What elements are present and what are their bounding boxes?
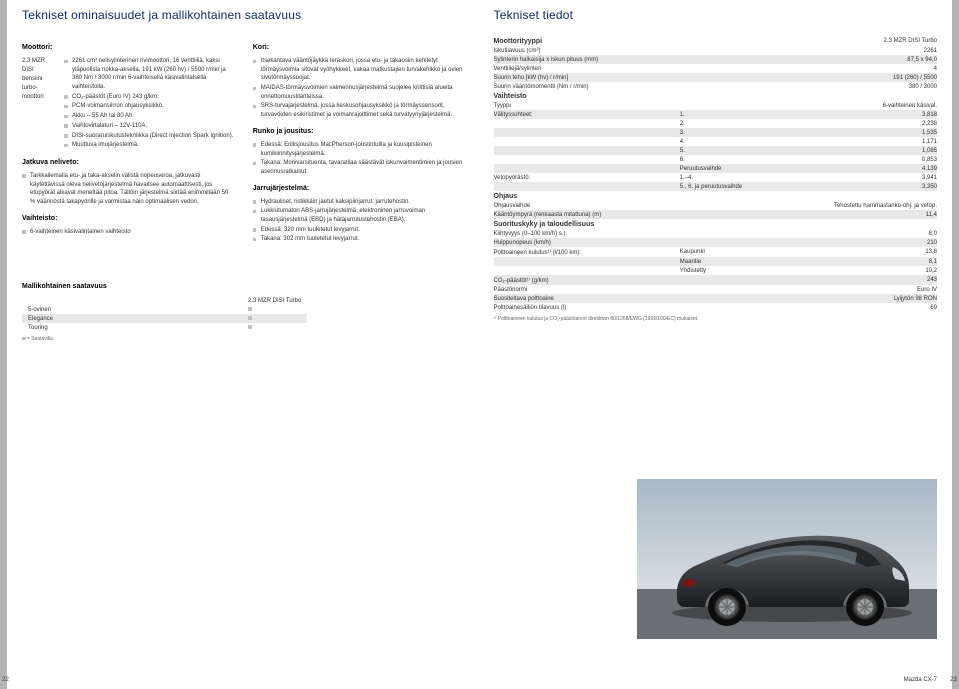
spec-row: CO₂-päästöt¹⁾ (g/km)243 <box>494 275 938 285</box>
engine-bullet-list: 2261 cm³ nelisylinterinen rivimoottori, … <box>64 57 235 151</box>
left-col-1: Moottori: 2.3 MZR DISI bensiini turbo- m… <box>22 36 235 245</box>
list-item: Takana: Monivarsituenta, tavaratilaa sää… <box>253 159 466 176</box>
chassis-bullet-list: Edessä: Erillisjousitus MacPherson-joust… <box>253 141 466 177</box>
list-item: PCM-voimansiirron ohjausyksikkö. <box>64 102 235 111</box>
spec-row: Kiihtyvyys (0–100 km/h) s.)8,0 <box>494 229 938 238</box>
spec-footnote: ¹⁾ Polttoaineen kulutus ja CO₂-päästöarv… <box>494 316 938 322</box>
list-item: Edessä: 320 mm tuuletetut levyjarrut. <box>253 226 466 235</box>
spec-row: 5.1,085 <box>494 146 938 155</box>
spec-row: Iskutilavuus (cm³)2261 <box>494 46 938 55</box>
list-item: Vaihtovirtalaturi – 12V-110A. <box>64 122 235 131</box>
body-bullet-list: Itsekantava vääntöjäykkä teräskori, joss… <box>253 57 466 120</box>
availability-marker <box>248 307 252 311</box>
availability-section: Mallikohtainen saatavuus 2.3 MZR DISI Tu… <box>22 283 466 342</box>
spec-row: Yhdistetty10,2 <box>494 266 938 275</box>
spec-row: PäästönormiEuro IV <box>494 285 938 294</box>
body-heading: Kori: <box>253 44 466 51</box>
list-item: Edessä: Erillisjousitus MacPherson-joust… <box>253 141 466 158</box>
engine-heading: Moottori: <box>22 44 235 51</box>
vehicle-image <box>637 479 937 639</box>
list-item: 2261 cm³ nelisylinterinen rivimoottori, … <box>64 57 235 92</box>
spec-row: Tyyppi6-vaihteinen käsival. <box>494 101 938 110</box>
spec-row: Suurin teho [kW (hv) / r/min]191 (260) /… <box>494 73 938 82</box>
engine-row: 2.3 MZR DISI bensiini turbo- moottori 22… <box>22 57 235 151</box>
chassis-heading: Runko ja jousitus: <box>253 128 466 135</box>
spec-row: OhjausvaihdeTehostettu hammastanko-ohj. … <box>494 201 938 210</box>
trans-heading: Vaihteisto: <box>22 215 235 222</box>
spec-row: Polttoainesäiliön tilavuus (l)69 <box>494 303 938 312</box>
spec-row: 3.1,535 <box>494 128 938 137</box>
left-margin <box>0 0 7 689</box>
vehicle-svg <box>637 479 937 639</box>
availability-legend: = Saatavilla. <box>22 336 466 342</box>
availability-row: Elegance <box>22 314 307 323</box>
footer-model-name: Mazda CX-7 <box>904 677 937 683</box>
spec-col-header: 2.3 MZR DISI Turbo <box>804 36 937 46</box>
awd-bullet-list: Tarkkailemalla etu- ja taka-akselin väli… <box>22 172 235 207</box>
spec-row: 2.2,238 <box>494 119 938 128</box>
page-number-left: 22 <box>2 677 9 683</box>
engine-label-block: 2.3 MZR DISI bensiini turbo- moottori <box>22 57 64 151</box>
spec-row: 6.0,853 <box>494 155 938 164</box>
spec-group-name: Vaihteisto <box>494 91 938 101</box>
availability-row: Touring <box>22 323 307 332</box>
spec-row: Maantie8,1 <box>494 257 938 266</box>
spec-row: Sylinterin halkaisija x iskun pituus (mm… <box>494 55 938 64</box>
spec-row: Suositeltava polttoaineLyijytön 98 RON <box>494 294 938 303</box>
left-columns: Moottori: 2.3 MZR DISI bensiini turbo- m… <box>22 36 466 245</box>
spec-row: Peruutusvaihde4,139 <box>494 164 938 173</box>
spec-row: Huippunopeus (km/h)210 <box>494 238 938 247</box>
list-item: CO₂-päästöt (Euro IV) 243 g/km. <box>64 93 235 102</box>
availability-marker <box>248 316 252 320</box>
list-item: Lukkiutumaton ABS-jarrujärjestelmä, elek… <box>253 207 466 224</box>
spec-row: 4.1,171 <box>494 137 938 146</box>
list-item: Takana: 302 mm tuuletetut levyjarrut. <box>253 235 466 244</box>
spec-group-name: Ohjaus <box>494 191 938 201</box>
spec-table: Moottorityyppi 2.3 MZR DISI TurboIskutila… <box>494 36 938 312</box>
left-col-2: Kori: Itsekantava vääntöjäykkä teräskori… <box>253 36 466 245</box>
right-margin <box>952 0 959 689</box>
availability-heading: Mallikohtainen saatavuus <box>22 283 466 290</box>
list-item: Muuttuva imujärjestelmä. <box>64 141 235 150</box>
trans-bullet-list: 6-vaihteinen käsivalintainen vaihteisto <box>22 228 235 237</box>
availability-row: 5-ovinen <box>22 305 307 314</box>
spec-group-name: Suorituskyky ja taloudellisuus <box>494 219 938 229</box>
spec-row: Polttoaineen kulutus¹⁾ (l/100 km):Kaupun… <box>494 247 938 257</box>
availability-col-header: 2.3 MZR DISI Turbo <box>242 296 307 305</box>
page-title-right: Tekniset tiedot <box>494 8 938 22</box>
brakes-heading: Jarrujärjestelmä: <box>253 185 466 192</box>
page-title-left: Tekniset ominaisuudet ja mallikohtainen … <box>22 8 466 22</box>
brakes-bullet-list: Hydrauliset, ristikkäin jaetut kaksipiir… <box>253 198 466 244</box>
list-item: SRS-turvajärjestelmä, jossa keskusohjaus… <box>253 102 466 119</box>
spec-group-name: Moottorityyppi <box>494 36 680 46</box>
spec-row: Suurin vääntömomentti (Nm / r/min)380 / … <box>494 82 938 91</box>
spec-row: Välityssuhteet:1.3,818 <box>494 110 938 119</box>
list-item: 6-vaihteinen käsivalintainen vaihteisto <box>22 228 235 237</box>
availability-table: 2.3 MZR DISI Turbo5-ovinenEleganceTourin… <box>22 296 307 332</box>
list-item: Itsekantava vääntöjäykkä teräskori, joss… <box>253 57 466 83</box>
list-item: MAIDAS-törmäysvoimien vaimennusjärjestel… <box>253 84 466 101</box>
page-left: Tekniset ominaisuudet ja mallikohtainen … <box>0 0 480 689</box>
availability-marker <box>248 325 252 329</box>
list-item: Tarkkailemalla etu- ja taka-akselin väli… <box>22 172 235 207</box>
spec-row: Vetopyörästö:1.–4.3,941 <box>494 173 938 182</box>
spec-row: 5., 6. ja peruutusvaihde3,350 <box>494 182 938 191</box>
list-item: Akku – 55 Ah tai 80 Ah. <box>64 112 235 121</box>
list-item: Hydrauliset, ristikkäin jaetut kaksipiir… <box>253 198 466 207</box>
page-number-right: 23 <box>950 677 957 683</box>
spec-row: Kääntöympyrä (renkaasta mitattuna) (m)11… <box>494 210 938 219</box>
spec-row: Venttiilejä/sylinteri4 <box>494 64 938 73</box>
page-right: Tekniset tiedot Moottorityyppi 2.3 MZR DI… <box>480 0 959 689</box>
list-item: DISI-suoraruiskutustekniikka (Direct Inj… <box>64 132 235 141</box>
awd-heading: Jatkuva neliveto: <box>22 159 235 166</box>
